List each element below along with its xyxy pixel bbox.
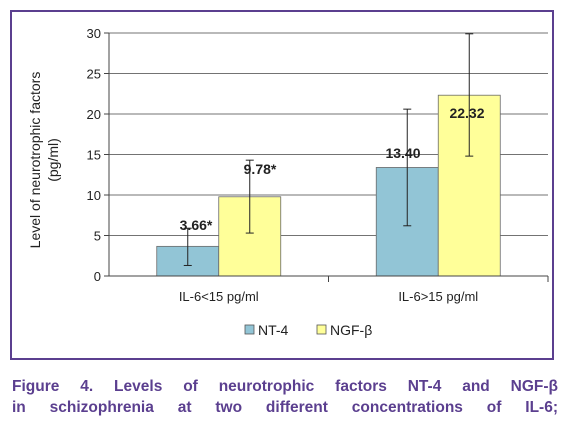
y-axis-title-line1: Level of neurotrophic factors <box>27 72 43 249</box>
caption-line-1: Figure 4. Levels of neurotrophic factors… <box>12 378 558 395</box>
bar-chart: 3.66* 9.78* 13.40 22.32 0 5 10 15 20 25 30 IL-6<15… <box>27 26 549 338</box>
legend-swatch-nt4 <box>244 324 255 335</box>
data-label: 22.32 <box>449 105 484 121</box>
legend-label-nt4: NT-4 <box>258 322 289 338</box>
x-category-label: IL-6>15 pg/ml <box>398 289 478 304</box>
caption-line-2: in schizophrenia at two different concen… <box>12 399 558 416</box>
legend-label-ngf: NGF-β <box>330 322 372 338</box>
y-tick-label: 5 <box>94 229 101 244</box>
data-label: 9.78* <box>244 161 277 177</box>
chart-frame: 3.66* 9.78* 13.40 22.32 0 5 10 15 20 25 30 IL-6<15… <box>10 10 554 360</box>
y-tick-label: 0 <box>94 269 101 284</box>
y-tick-label: 30 <box>87 26 101 41</box>
legend: NT-4 NGF-β <box>244 322 372 338</box>
data-label: 13.40 <box>385 145 420 161</box>
legend-swatch-ngf <box>316 324 327 335</box>
y-axis-title-line2: (pg/ml) <box>45 138 61 182</box>
data-label: 3.66* <box>180 217 213 233</box>
figure-caption: Figure 4. Levels of neurotrophic factors… <box>12 376 558 418</box>
y-tick-label: 10 <box>87 188 101 203</box>
y-tick-label: 20 <box>87 107 101 122</box>
y-tick-label: 15 <box>87 148 101 163</box>
y-tick-label: 25 <box>87 67 101 82</box>
x-category-label: IL-6<15 pg/ml <box>179 289 259 304</box>
